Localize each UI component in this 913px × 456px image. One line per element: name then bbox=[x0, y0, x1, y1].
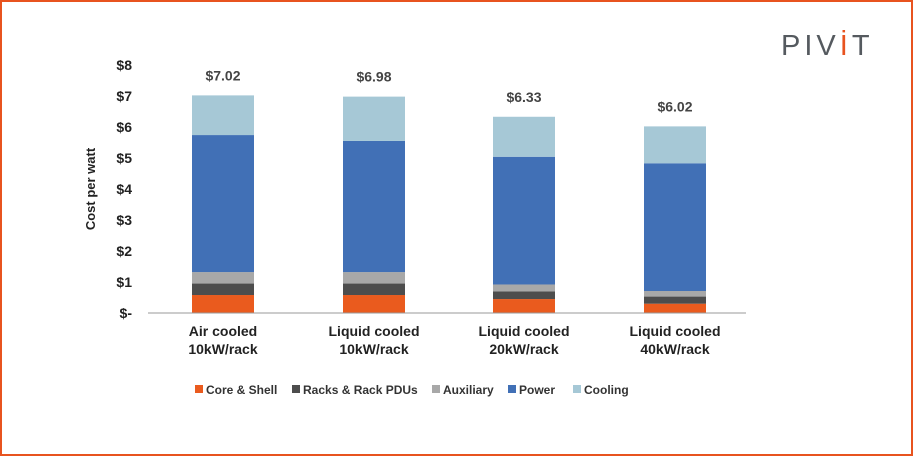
bar-segment-auxiliary bbox=[192, 272, 254, 284]
logo-text-right: T bbox=[851, 30, 874, 62]
bar-segment-racks-rack-pdus bbox=[493, 291, 555, 300]
x-category-label: Liquid cooled bbox=[479, 323, 570, 339]
legend-label: Power bbox=[519, 383, 555, 397]
bar-segment-auxiliary bbox=[493, 284, 555, 292]
logo-text-left: PIV bbox=[781, 30, 840, 62]
bar-segment-racks-rack-pdus bbox=[192, 283, 254, 296]
y-tick-label: $- bbox=[120, 305, 133, 321]
y-tick-label: $8 bbox=[116, 57, 132, 73]
bar-segment-power bbox=[644, 163, 706, 291]
y-tick-label: $2 bbox=[116, 243, 132, 259]
legend-swatch bbox=[432, 385, 440, 393]
bar-segment-auxiliary bbox=[644, 290, 706, 297]
legend-label: Auxiliary bbox=[443, 383, 494, 397]
bar-total-label: $6.33 bbox=[506, 89, 541, 105]
bar-total-label: $6.02 bbox=[657, 98, 692, 114]
legend-swatch bbox=[573, 385, 581, 393]
y-axis-label-group: Cost per watt bbox=[83, 147, 98, 230]
category-labels-group: Air cooled 10kW/rack Liquid cooled 10kW/rac… bbox=[188, 323, 720, 357]
y-tick-label: $5 bbox=[116, 150, 132, 166]
y-tick-label: $6 bbox=[116, 119, 132, 135]
x-category-label: 40kW/rack bbox=[640, 341, 709, 357]
pivit-logo: PIVİT bbox=[781, 30, 874, 63]
bar-segment-power bbox=[192, 135, 254, 273]
bar-total-label: $6.98 bbox=[356, 69, 391, 85]
bar-segment-core-shell bbox=[493, 299, 555, 313]
bar-total-label: $7.02 bbox=[205, 67, 240, 83]
bar-segment-racks-rack-pdus bbox=[644, 296, 706, 304]
legend-swatch bbox=[292, 385, 300, 393]
bar-segment-power bbox=[343, 140, 405, 273]
y-tick-label: $4 bbox=[116, 181, 132, 197]
x-category-label: Liquid cooled bbox=[630, 323, 721, 339]
bar-totals-group: $7.02 $6.98 $6.33 $6.02 bbox=[205, 67, 692, 114]
y-tick-label: $1 bbox=[116, 274, 132, 290]
x-category-label: Liquid cooled bbox=[329, 323, 420, 339]
x-category-label: Air cooled bbox=[189, 323, 257, 339]
bar-segment-core-shell bbox=[192, 295, 254, 313]
x-category-label: 10kW/rack bbox=[339, 341, 408, 357]
bar-segment-power bbox=[493, 156, 555, 285]
bar-segment-cooling bbox=[343, 96, 405, 141]
y-tick-label: $7 bbox=[116, 88, 132, 104]
y-axis-label: Cost per watt bbox=[83, 147, 98, 230]
bar-segment-core-shell bbox=[644, 303, 706, 313]
bar-segment-core-shell bbox=[343, 295, 405, 313]
legend-label: Core & Shell bbox=[206, 383, 277, 397]
legend-swatch bbox=[508, 385, 516, 393]
bar-segment-cooling bbox=[493, 116, 555, 157]
legend-label: Racks & Rack PDUs bbox=[303, 383, 418, 397]
legend-swatch bbox=[195, 385, 203, 393]
legend-label: Cooling bbox=[584, 383, 629, 397]
bar-segment-cooling bbox=[192, 95, 254, 136]
bar-segment-cooling bbox=[644, 126, 706, 164]
legend: Core & Shell Racks & Rack PDUs Auxiliary Po… bbox=[195, 383, 629, 397]
x-category-label: 20kW/rack bbox=[489, 341, 558, 357]
y-axis-ticks: $- $1 $2 $3 $4 $5 $6 $7 $8 bbox=[116, 57, 132, 321]
y-tick-label: $3 bbox=[116, 212, 132, 228]
logo-mark: İ bbox=[839, 30, 852, 62]
bar-segment-racks-rack-pdus bbox=[343, 283, 405, 296]
bar-segment-auxiliary bbox=[343, 272, 405, 284]
x-category-label: 10kW/rack bbox=[188, 341, 257, 357]
bars-group bbox=[192, 95, 706, 313]
